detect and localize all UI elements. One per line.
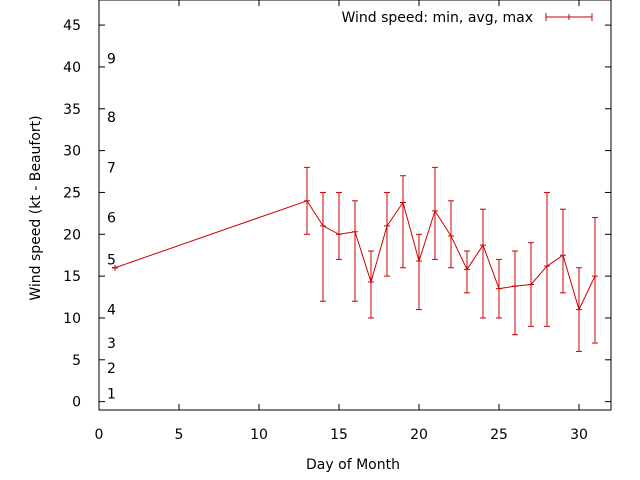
y-tick-label: 40 [63,60,81,76]
beaufort-label: 9 [107,52,116,68]
beaufort-label: 4 [107,303,116,319]
x-tick-label: 0 [95,427,104,443]
beaufort-label: 8 [107,110,116,126]
y-tick-label: 0 [72,395,81,411]
legend-label: Wind speed: min, avg, max [341,10,533,26]
y-tick-label: 20 [63,227,81,243]
x-axis: 0 5 10 15 20 25 30 [95,0,588,443]
beaufort-label: 5 [107,252,116,268]
y-tick-label: 45 [63,18,81,34]
beaufort-label: 2 [107,361,116,377]
y-tick-label: 10 [63,311,81,327]
plot-frame [98,0,612,411]
beaufort-label: 3 [107,336,116,352]
x-tick-label: 15 [330,427,348,443]
x-tick-label: 10 [250,427,268,443]
beaufort-scale: 1 2 3 4 5 6 7 8 9 [107,52,116,403]
y-tick-label: 25 [63,185,81,201]
x-tick-label: 25 [490,427,508,443]
beaufort-label: 7 [107,160,116,176]
x-tick-label: 30 [570,427,588,443]
y-tick-label: 5 [72,353,81,369]
y-tick-label: 15 [63,269,81,285]
beaufort-label: 1 [107,386,116,402]
beaufort-label: 6 [107,211,116,227]
y-axis-label: Wind speed (kt - Beaufort) [28,115,44,300]
x-axis-label: Day of Month [306,457,400,473]
x-tick-label: 20 [410,427,428,443]
y-tick-label: 30 [63,144,81,160]
series-wind-speed [112,166,598,352]
y-tick-label: 35 [63,102,81,118]
x-tick-label: 5 [175,427,184,443]
legend: Wind speed: min, avg, max [341,10,593,26]
